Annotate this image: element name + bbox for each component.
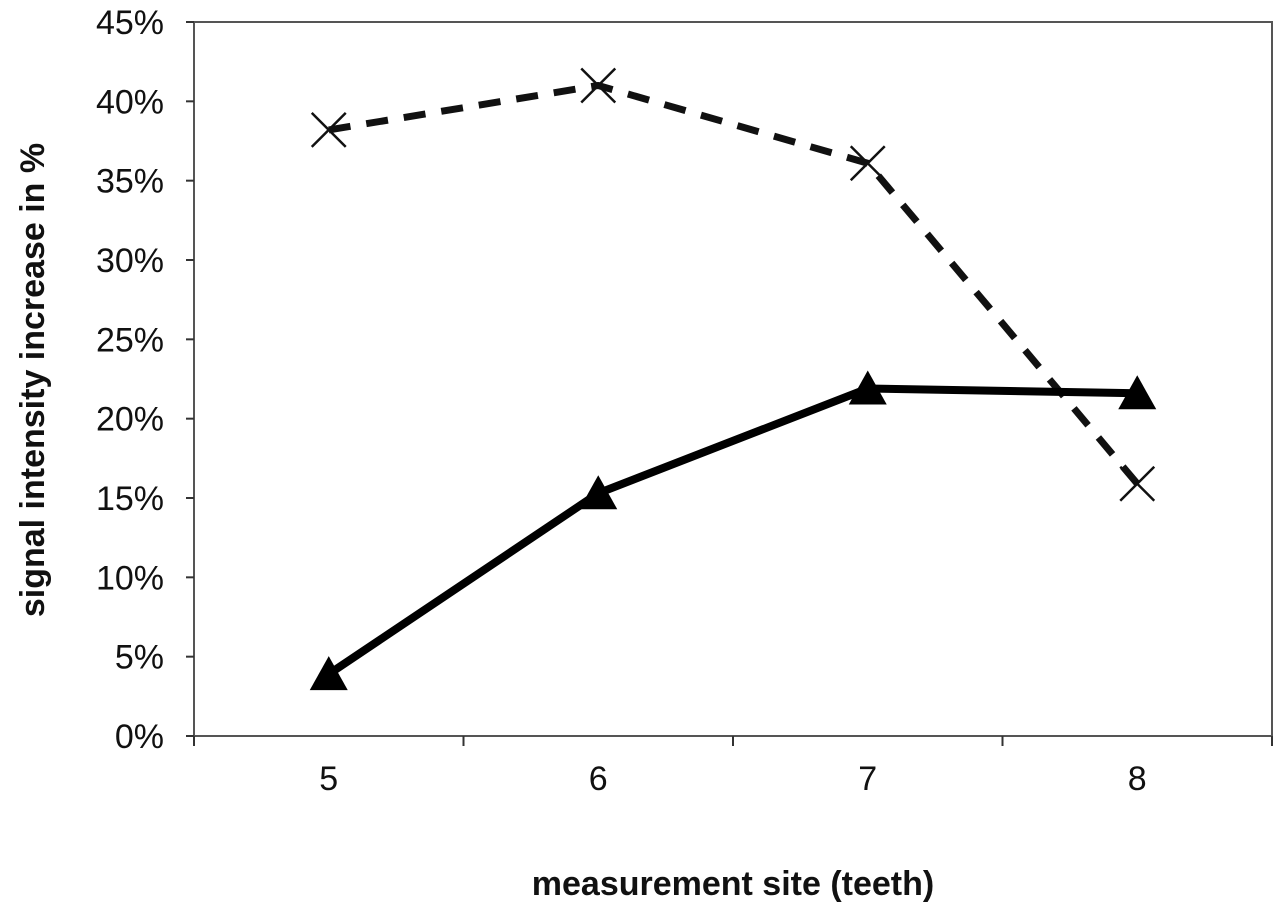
- series-1-x-marker: [310, 112, 347, 148]
- x-tick-label: 7: [858, 760, 877, 798]
- series-2-triangle-marker: [579, 475, 618, 510]
- series-2-line: [326, 384, 1138, 678]
- y-tick-label: 45%: [96, 4, 164, 42]
- y-tick-label: 20%: [96, 401, 164, 439]
- y-tick-label: 30%: [96, 242, 164, 280]
- series-2-triangle-marker: [309, 656, 348, 691]
- x-axis: 5 6 7 8: [193, 736, 1273, 798]
- y-tick-label: 40%: [96, 83, 164, 121]
- y-tick-label: 10%: [96, 559, 164, 597]
- series-2-triangle-marker: [1118, 375, 1157, 410]
- y-axis: 0% 5% 10% 15% 20% 25% 30% 35% 40% 45%: [96, 4, 194, 756]
- series-1-x-marker: [1119, 465, 1156, 502]
- series-2-triangle-marker: [848, 370, 887, 405]
- x-axis-title: measurement site (teeth): [532, 865, 934, 903]
- y-tick-label: 25%: [96, 321, 164, 359]
- plot-area: [193, 21, 1273, 737]
- y-axis-title: signal intensity increase in %: [14, 143, 52, 617]
- series-1-x-marker: [849, 145, 886, 182]
- y-tick-label: 5%: [115, 639, 164, 677]
- x-tick-label: 5: [319, 760, 338, 798]
- series-layer: [309, 67, 1157, 691]
- series-1-x-marker: [580, 67, 617, 104]
- y-tick-label: 0%: [115, 718, 164, 756]
- series-1-line: [328, 81, 1140, 486]
- x-tick-label: 8: [1128, 760, 1147, 798]
- x-tick-label: 6: [589, 760, 608, 798]
- y-tick-label: 35%: [96, 163, 164, 201]
- y-tick-label: 15%: [96, 480, 164, 518]
